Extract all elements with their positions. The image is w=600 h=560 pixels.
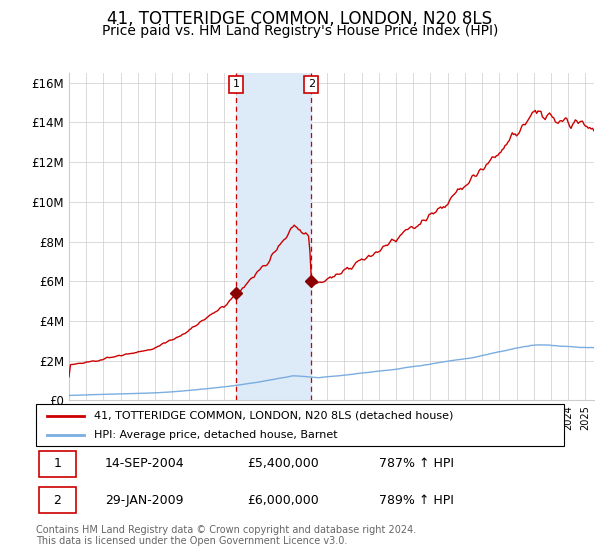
- Text: 789% ↑ HPI: 789% ↑ HPI: [379, 493, 454, 507]
- Text: 41, TOTTERIDGE COMMON, LONDON, N20 8LS (detached house): 41, TOTTERIDGE COMMON, LONDON, N20 8LS (…: [94, 410, 454, 421]
- Text: 14-SEP-2004: 14-SEP-2004: [104, 457, 184, 470]
- Text: 29-JAN-2009: 29-JAN-2009: [104, 493, 183, 507]
- Text: 2: 2: [53, 493, 61, 507]
- Bar: [38, 451, 76, 477]
- Text: 2: 2: [308, 80, 315, 89]
- Text: 787% ↑ HPI: 787% ↑ HPI: [379, 457, 454, 470]
- Bar: [38, 487, 76, 513]
- Text: 41, TOTTERIDGE COMMON, LONDON, N20 8LS: 41, TOTTERIDGE COMMON, LONDON, N20 8LS: [107, 10, 493, 28]
- Text: Contains HM Land Registry data © Crown copyright and database right 2024.
This d: Contains HM Land Registry data © Crown c…: [36, 525, 416, 547]
- Text: 1: 1: [53, 457, 61, 470]
- Text: £5,400,000: £5,400,000: [247, 457, 319, 470]
- Text: £6,000,000: £6,000,000: [247, 493, 319, 507]
- Text: Price paid vs. HM Land Registry's House Price Index (HPI): Price paid vs. HM Land Registry's House …: [102, 24, 498, 38]
- Bar: [236, 73, 311, 400]
- Text: HPI: Average price, detached house, Barnet: HPI: Average price, detached house, Barn…: [94, 430, 338, 440]
- Text: 1: 1: [233, 80, 239, 89]
